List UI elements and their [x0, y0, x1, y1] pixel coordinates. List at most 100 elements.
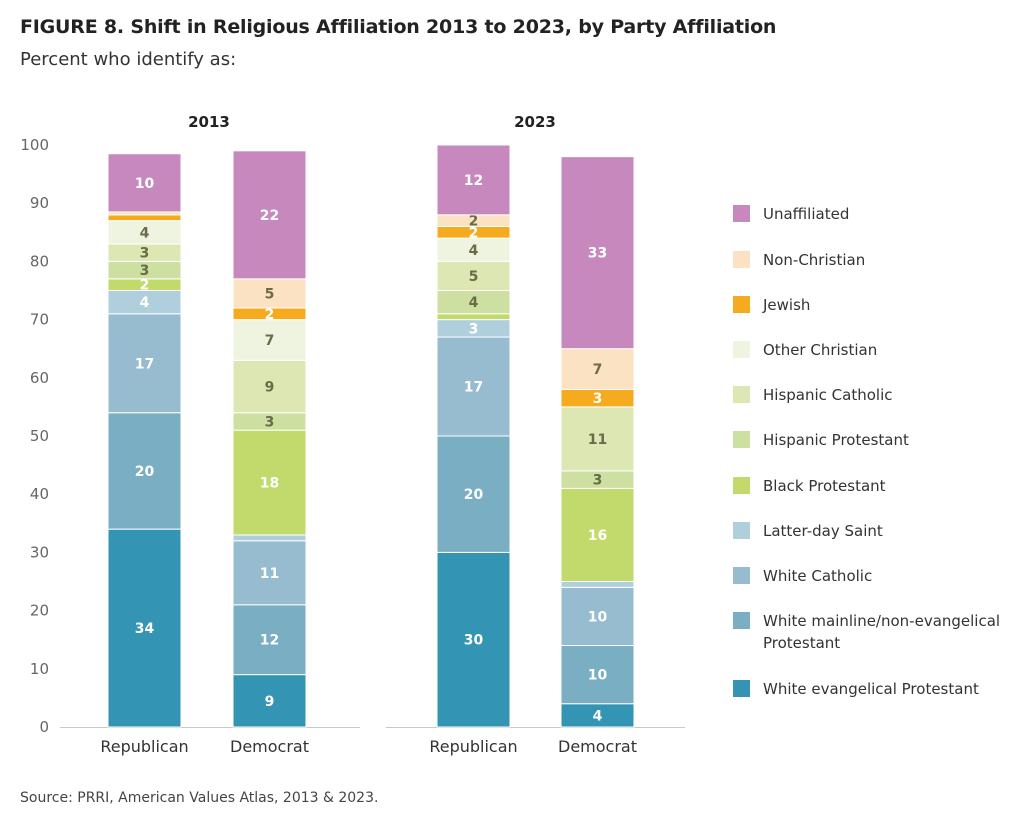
data-label: 12: [464, 173, 483, 189]
legend-item-white-mainline-non-evangelical-protestant: White mainline/non-evangelical Protestan…: [733, 610, 1008, 654]
data-label: 2: [265, 307, 275, 323]
legend-label: Other Christian: [763, 341, 878, 359]
legend-item-jewish: Jewish: [733, 294, 1008, 316]
bar-segment-white-mainline-non-evangelical-protestant: [232, 604, 307, 676]
y-tick-label: 90: [30, 194, 49, 212]
data-label: 2: [469, 214, 479, 230]
bar-segment-black-protestant: [232, 429, 307, 536]
bar-segment-white-evangelical-protestant: [436, 551, 511, 728]
bar-segment-white-evangelical-protestant: [107, 528, 182, 728]
bar-segment-white-catholic: [436, 336, 511, 437]
panel-title-2013: 2013: [188, 113, 230, 131]
x-category-label: Democrat: [230, 737, 309, 756]
data-label: 4: [593, 708, 603, 724]
bar-segment-white-catholic: [560, 586, 635, 647]
data-label: 22: [260, 208, 279, 224]
legend-item-non-christian: Non-Christian: [733, 249, 1008, 271]
data-label: 3: [593, 391, 603, 407]
y-tick-label: 20: [30, 602, 49, 620]
x-category-label: Republican: [100, 737, 188, 756]
legend-label: White mainline/non-evangelical Protestan…: [763, 612, 1001, 652]
data-label: 12: [260, 633, 279, 649]
legend-swatch: [733, 680, 750, 697]
data-label: 2: [140, 278, 150, 294]
y-tick-label: 60: [30, 369, 49, 387]
data-label: 7: [593, 362, 603, 378]
bar-segment-white-mainline-non-evangelical-protestant: [436, 435, 511, 553]
y-tick-label: 0: [39, 718, 49, 736]
legend-swatch: [733, 612, 750, 629]
data-label: 9: [265, 694, 275, 710]
legend-swatch: [733, 296, 750, 313]
data-label: 5: [265, 286, 275, 302]
data-label: 5: [469, 269, 479, 285]
bar-segment-black-protestant: [560, 487, 635, 583]
legend-item-white-evangelical-protestant: White evangelical Protestant: [733, 678, 1008, 700]
bar-segment-latter-day-saint: [232, 534, 307, 542]
data-label: 4: [469, 243, 479, 259]
panel-title-2023: 2023: [514, 113, 556, 131]
legend-item-white-catholic: White Catholic: [733, 565, 1008, 587]
bar-segment-black-protestant: [436, 313, 511, 321]
legend-label: Black Protestant: [763, 477, 886, 495]
data-label: 3: [593, 473, 603, 489]
data-label: 3: [140, 263, 150, 279]
legend-item-hispanic-catholic: Hispanic Catholic: [733, 384, 1008, 406]
figure-title: FIGURE 8. Shift in Religious Affiliation…: [20, 16, 777, 38]
y-tick-label: 30: [30, 543, 49, 561]
legend-label: Hispanic Protestant: [763, 431, 909, 449]
legend-swatch: [733, 431, 750, 448]
bar-segment-white-catholic: [232, 540, 307, 606]
data-label: 10: [588, 668, 608, 684]
data-label: 4: [140, 295, 150, 311]
data-label: 11: [260, 566, 279, 582]
legend-swatch: [733, 477, 750, 494]
bar-segment-hispanic-catholic: [232, 359, 307, 414]
bar-segment-unaffiliated: [107, 153, 182, 213]
data-label: 10: [588, 609, 608, 625]
bar-segment-unaffiliated: [232, 150, 307, 280]
source-note: Source: PRRI, American Values Atlas, 201…: [20, 790, 379, 806]
bar-segment-hispanic-catholic: [436, 260, 511, 291]
data-label: 20: [464, 487, 484, 503]
legend-item-unaffiliated: Unaffiliated: [733, 203, 1008, 225]
bar-segment-unaffiliated: [436, 144, 511, 216]
bar-segment-latter-day-saint: [560, 581, 635, 588]
bar-segment-white-catholic: [107, 313, 182, 414]
legend-swatch: [733, 341, 750, 358]
bar-segment-jewish: [107, 214, 182, 222]
legend-label: White Catholic: [763, 567, 873, 585]
data-label: 7: [265, 333, 275, 349]
data-label: 30: [464, 633, 484, 649]
y-tick-label: 70: [30, 311, 49, 329]
bar-segment-other-christian: [232, 319, 307, 361]
legend-label: Hispanic Catholic: [763, 386, 893, 404]
data-label: 2: [469, 225, 479, 241]
legend-item-other-christian: Other Christian: [733, 339, 1008, 361]
y-tick-label: 10: [30, 660, 49, 678]
legend-swatch: [733, 205, 750, 222]
legend-item-black-protestant: Black Protestant: [733, 475, 1008, 497]
legend-item-latter-day-saint: Latter-day Saint: [733, 520, 1008, 542]
data-label: 3: [265, 414, 275, 430]
data-label: 20: [135, 464, 155, 480]
data-label: 18: [260, 476, 279, 492]
legend-label: Latter-day Saint: [763, 522, 883, 540]
data-label: 16: [588, 528, 607, 544]
bar-segment-white-mainline-non-evangelical-protestant: [560, 645, 635, 705]
y-tick-label: 80: [30, 252, 49, 270]
legend-swatch: [733, 522, 750, 539]
data-label: 4: [469, 295, 479, 311]
data-label: 9: [265, 380, 275, 396]
data-label: 10: [135, 176, 155, 192]
data-label: 33: [588, 246, 607, 262]
y-tick-label: 50: [30, 427, 49, 445]
bar-segment-unaffiliated: [560, 156, 635, 350]
legend-swatch: [733, 567, 750, 584]
legend-swatch: [733, 251, 750, 268]
y-tick-label: 40: [30, 485, 49, 503]
data-label: 17: [464, 380, 483, 396]
data-label: 3: [469, 321, 479, 337]
x-category-label: Democrat: [558, 737, 637, 756]
